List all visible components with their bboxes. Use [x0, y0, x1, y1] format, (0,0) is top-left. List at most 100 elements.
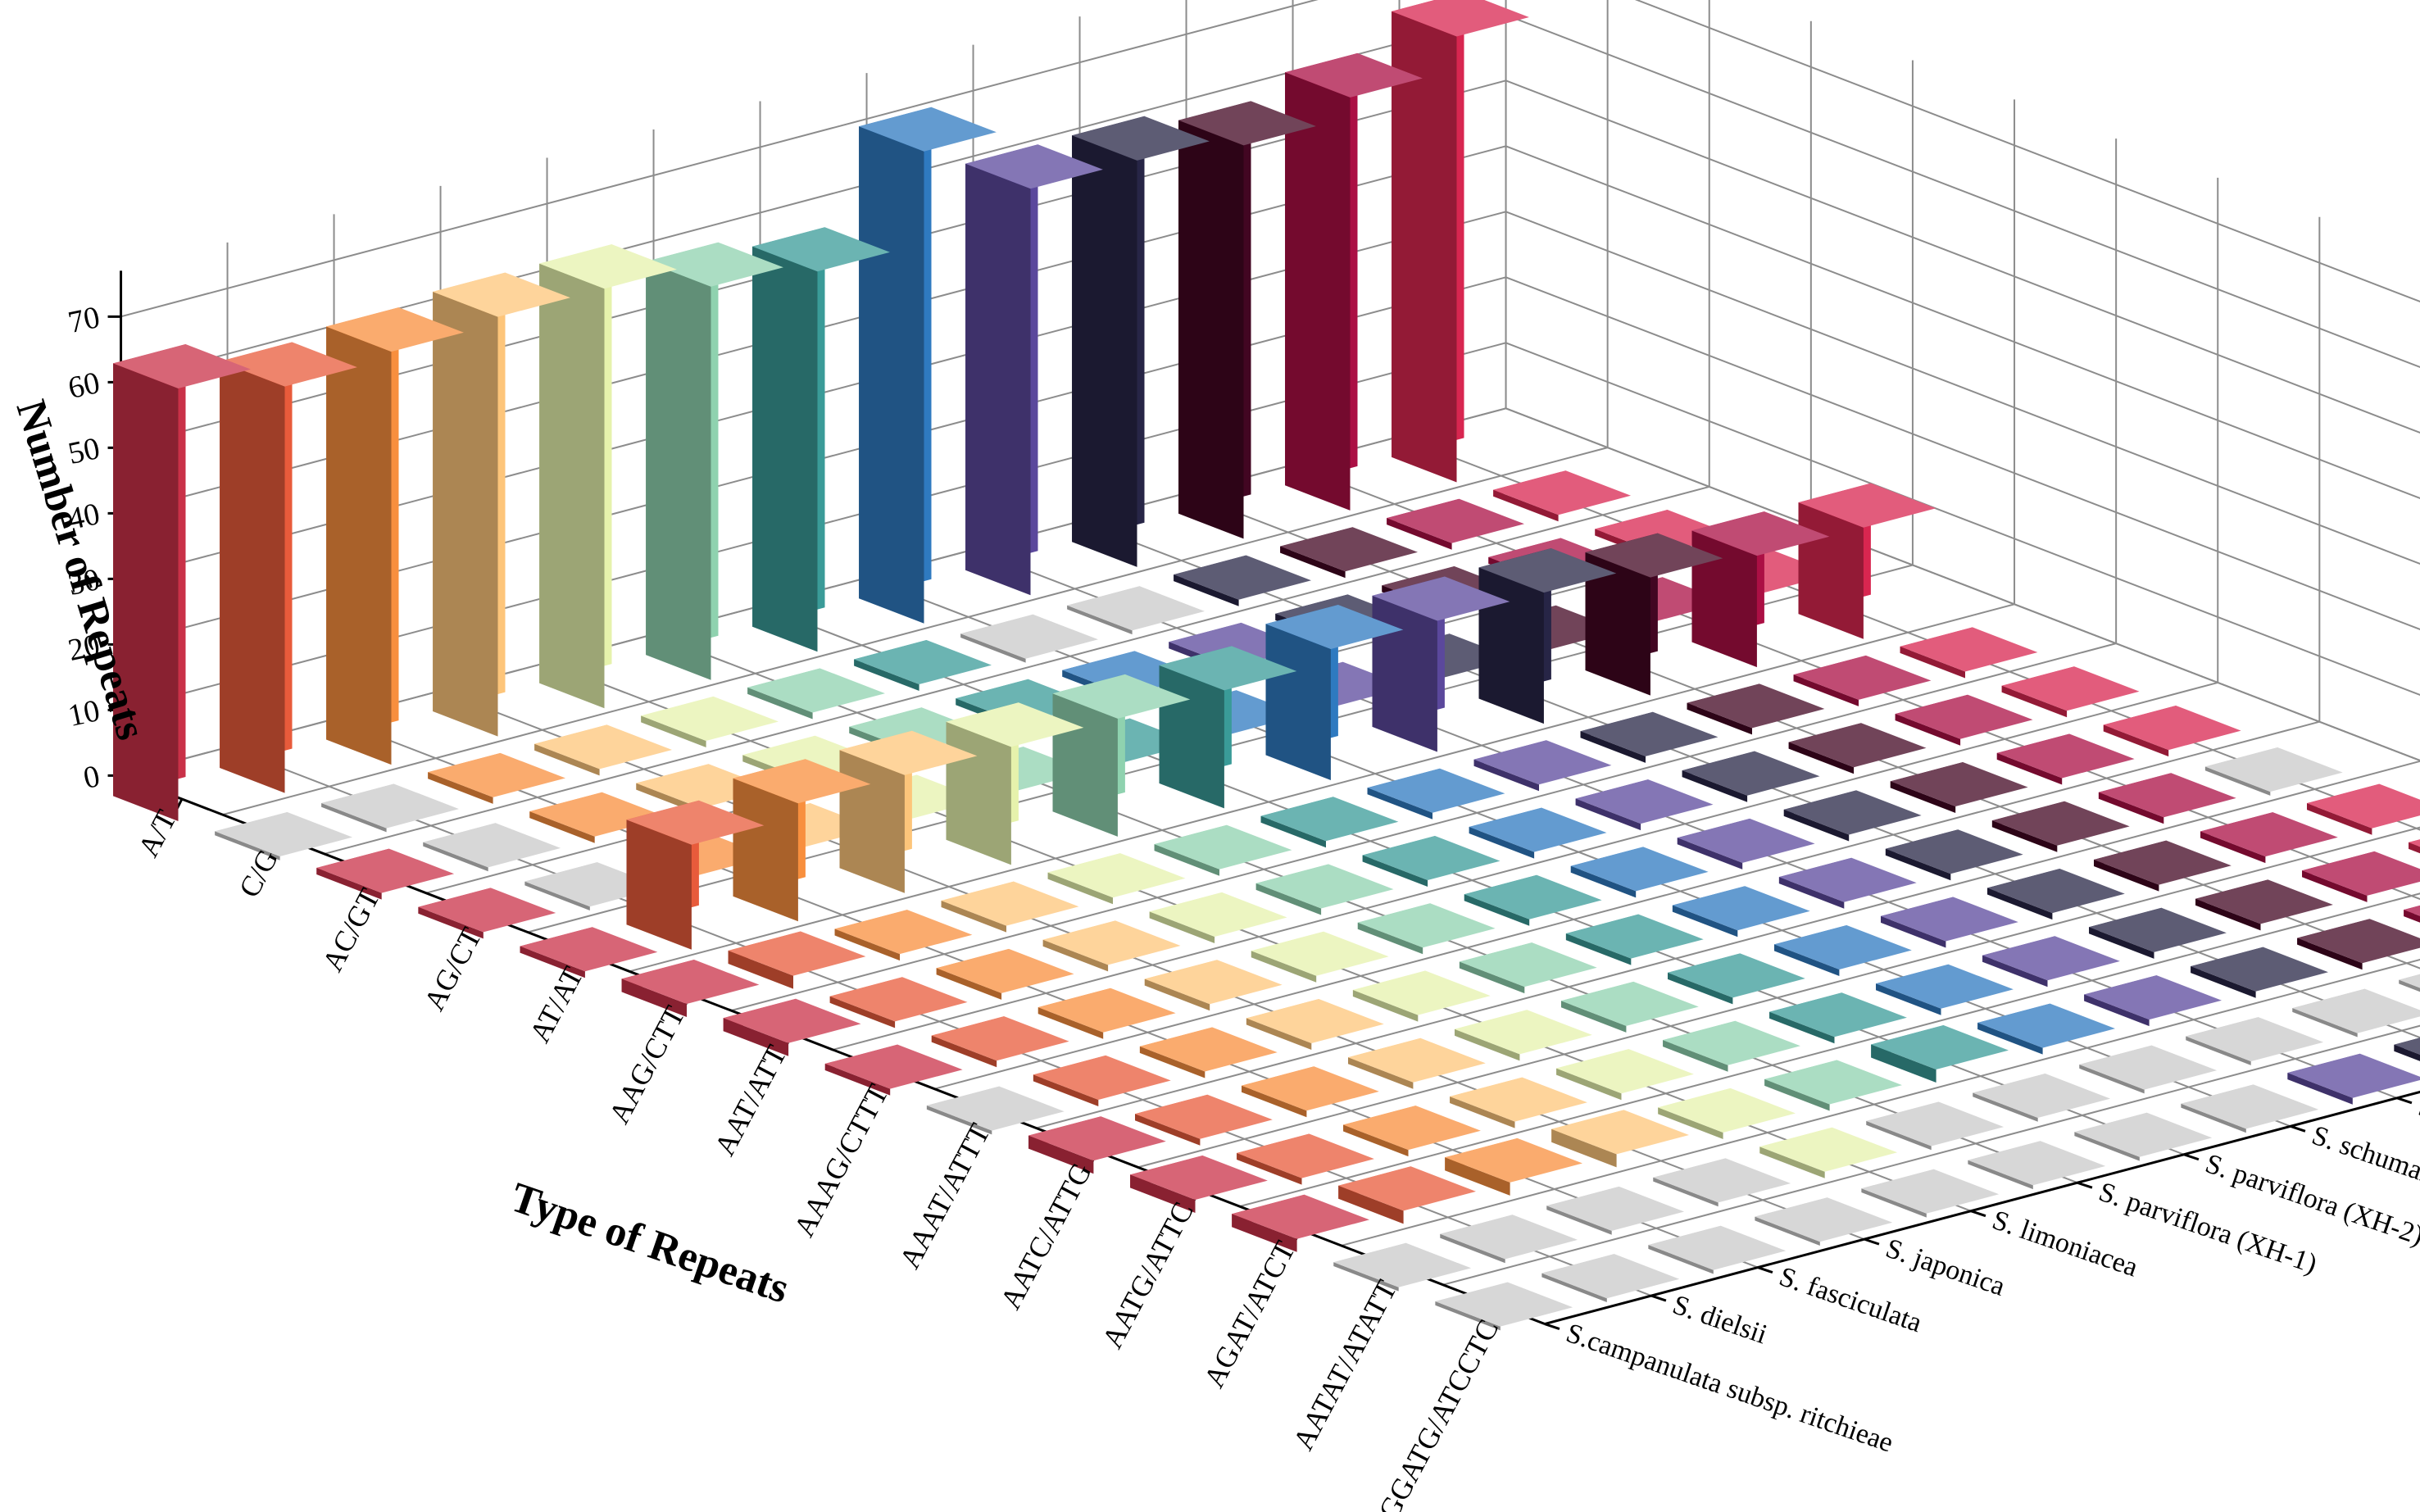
bar-top-face	[1968, 1141, 2106, 1186]
bar	[1478, 548, 1617, 724]
z-tick-label: 20	[66, 628, 103, 668]
bar	[1755, 1197, 1893, 1246]
z-tick-label: 40	[66, 497, 103, 537]
bar	[1668, 953, 1805, 1005]
bar-top-face	[1668, 953, 1805, 998]
bar-front-face	[2094, 860, 2159, 892]
bar-top-face	[1260, 797, 1399, 842]
bar-front-face	[1251, 951, 1317, 983]
bar-front-face	[1663, 1040, 1728, 1072]
bar-front-face	[824, 1064, 891, 1096]
bar-front-face	[321, 803, 387, 833]
bar	[1493, 470, 1631, 522]
bar-front-face	[428, 772, 493, 804]
bar	[1387, 498, 1524, 550]
bar-front-face	[1871, 1044, 1936, 1083]
series-tick	[2077, 1181, 2093, 1189]
bar-top-face	[646, 242, 783, 287]
bar	[1392, 0, 1529, 483]
bar-front-face	[1774, 944, 1840, 976]
bar	[1764, 1060, 1902, 1111]
bar-front-face	[2103, 724, 2169, 757]
category-label: AAG/CTT	[602, 1001, 692, 1129]
floor-category-line	[324, 485, 1709, 855]
bar	[2084, 975, 2222, 1027]
bar	[1154, 824, 1292, 876]
bar-front-face	[1991, 820, 2058, 852]
bar	[1130, 1156, 1268, 1213]
bar	[1285, 52, 1423, 511]
series-axis-line	[1544, 1090, 2420, 1325]
bar-top-face	[834, 910, 973, 955]
bar-top-face	[2001, 666, 2140, 711]
bar-top-face	[1977, 1003, 2115, 1048]
bar-top-face	[1561, 981, 1699, 1026]
bar-top-face	[2292, 988, 2420, 1033]
bar-front-face	[1977, 1023, 2043, 1055]
bar-top-face	[1255, 864, 1394, 909]
category-label: AGAT/ATCT	[1197, 1236, 1301, 1393]
bar-front-face	[520, 946, 585, 978]
bar-top-face	[1677, 818, 1815, 863]
bar-top-face	[2297, 919, 2420, 964]
bar-front-face	[2074, 1132, 2140, 1161]
bar-top-face	[1367, 768, 1505, 813]
series-label: S. limoniacea	[1988, 1205, 2141, 1283]
bar-front-face	[926, 1106, 992, 1135]
bar	[931, 1016, 1069, 1068]
bar-front-face	[2307, 803, 2372, 835]
floor-category-line	[730, 642, 2117, 1012]
bar-top-face	[2404, 905, 2420, 916]
x-axis-title: Type of Repeats	[505, 1174, 795, 1312]
bar	[1890, 762, 2028, 813]
bar	[1469, 807, 1607, 859]
bar-top-face	[520, 927, 658, 972]
back-wall-hline	[1505, 276, 2420, 631]
bar-front-face	[1343, 1124, 1409, 1157]
bar-top-face	[733, 759, 871, 804]
bar-front-face	[2200, 831, 2266, 864]
bar	[1067, 586, 1205, 635]
bar	[2074, 1112, 2213, 1161]
bar-front-face	[1677, 838, 1743, 870]
bar-front-face	[1861, 1188, 1927, 1218]
bar	[1658, 1087, 1796, 1139]
series-tick	[2183, 1153, 2200, 1161]
series-tick	[1544, 1323, 1560, 1330]
bar-top-face	[2287, 1053, 2420, 1098]
bar	[2292, 988, 2420, 1038]
bar	[1541, 1254, 1680, 1302]
bar	[2181, 1084, 2319, 1133]
bar	[113, 344, 251, 821]
bar-top-face	[1154, 824, 1292, 870]
bar-top-face	[2302, 851, 2420, 896]
bar	[1977, 1003, 2115, 1055]
bar-front-face	[1890, 781, 1956, 813]
bar-top-face	[1987, 869, 2125, 914]
bar-top-face	[1876, 964, 2014, 1009]
bar	[1783, 790, 1922, 842]
bar-top-face	[1691, 511, 1830, 556]
bar	[854, 640, 992, 691]
bar-top-face	[2200, 812, 2338, 857]
bar	[1866, 1101, 2005, 1151]
bar	[1778, 857, 1917, 909]
bar	[1028, 1116, 1166, 1174]
bar-front-face	[2394, 1044, 2420, 1061]
bar-front-face	[2195, 898, 2261, 931]
bar	[965, 144, 1103, 596]
bar-top-face	[2394, 1038, 2420, 1055]
bar	[1663, 1020, 1800, 1072]
bar-top-face	[1759, 1127, 1898, 1172]
bar-top-face	[1469, 807, 1607, 852]
bar-front-face	[1440, 1233, 1505, 1264]
bar	[1473, 740, 1612, 792]
bar-front-face	[1764, 1078, 1830, 1111]
bar-front-face	[1280, 546, 1346, 579]
bar-top-face	[1473, 740, 1612, 785]
bar-front-face	[215, 831, 280, 860]
bar-top-face	[1687, 683, 1825, 729]
bar	[1464, 874, 1602, 926]
